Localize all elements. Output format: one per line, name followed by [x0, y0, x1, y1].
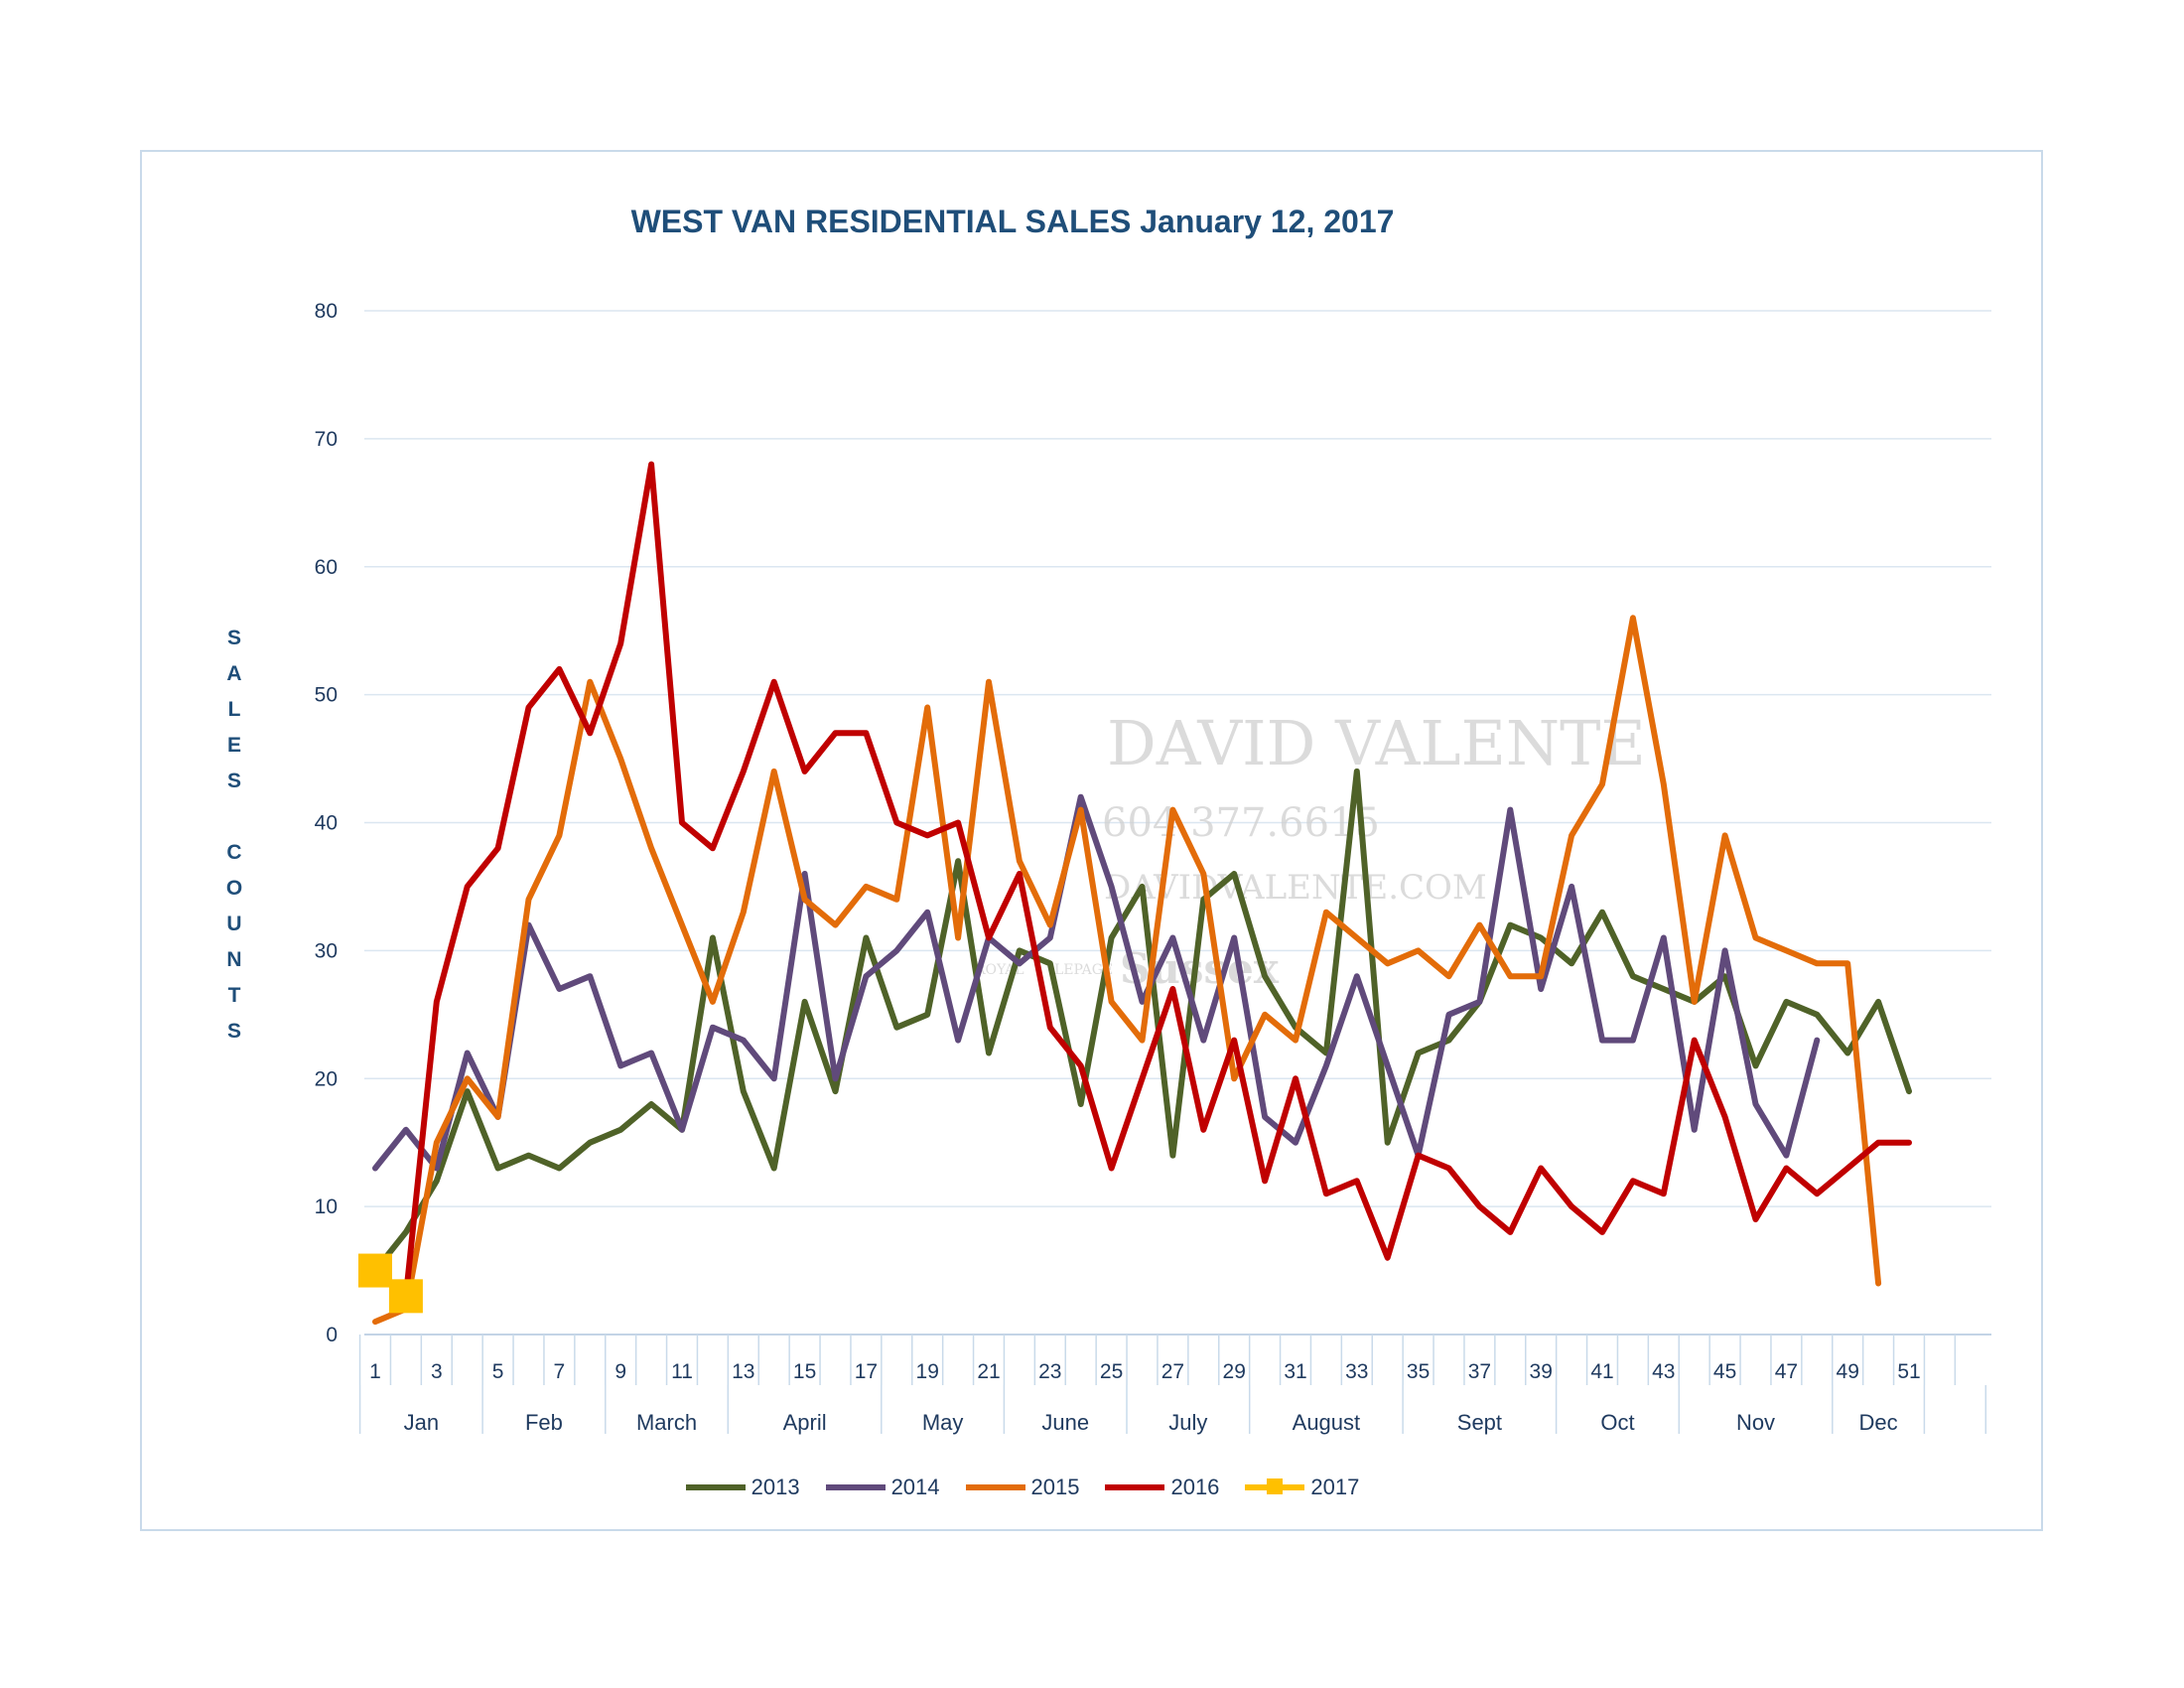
y-axis-label-char: T [227, 984, 241, 1007]
x-tick-label: 47 [1775, 1360, 1798, 1383]
legend-marker [1267, 1478, 1284, 1494]
y-axis-label-char: S [226, 770, 241, 792]
x-axis: 1 3 5 7 9 11 13 15 17 19 21 23 25 27 29 31 33 35 37 39 41 43 4… [358, 1335, 1987, 1435]
y-tick-label: 30 [315, 939, 338, 962]
y-tick-label: 20 [315, 1067, 338, 1090]
x-tick-label: 35 [1407, 1360, 1430, 1383]
x-tick-label: 51 [1897, 1360, 1920, 1383]
y-axis-label-char: S [226, 1020, 241, 1043]
month-label: April [783, 1410, 827, 1435]
y-axis-label-char: E [226, 734, 241, 757]
x-tick-label: 1 [369, 1360, 381, 1383]
y-axis-label-char: L [227, 698, 241, 721]
x-tick-label: 3 [431, 1360, 443, 1383]
watermark-brand-mid: LEPAGE [1054, 962, 1113, 978]
month-label: Nov [1736, 1410, 1775, 1435]
legend-swatch [965, 1484, 1025, 1490]
x-tick-label: 17 [855, 1360, 878, 1383]
y-axis-label-char: U [226, 913, 242, 935]
month-label: June [1041, 1410, 1089, 1435]
legend-item: 2017 [1245, 1475, 1359, 1500]
series-line-2015 [372, 615, 1882, 1326]
x-tick-label: 29 [1223, 1360, 1246, 1383]
x-tick-label: 7 [554, 1360, 566, 1383]
series-marker-2017 [358, 1253, 392, 1288]
series-lines [358, 461, 1912, 1326]
month-label: Oct [1600, 1410, 1634, 1435]
legend-item: 2015 [965, 1475, 1080, 1500]
month-label: August [1293, 1410, 1361, 1435]
legend-swatch [685, 1484, 746, 1490]
y-tick-label: 40 [315, 812, 338, 835]
month-label: Feb [525, 1410, 563, 1435]
legend-label: 2014 [890, 1475, 940, 1499]
month-label: May [922, 1410, 964, 1435]
legend-label: 2016 [1170, 1475, 1220, 1499]
x-tick-label: 15 [793, 1360, 816, 1383]
x-tick-label: 37 [1468, 1360, 1491, 1383]
x-tick-label: 41 [1590, 1360, 1613, 1383]
legend-swatch [825, 1484, 886, 1490]
x-tick-label: 9 [614, 1360, 626, 1383]
watermark: DAVID VALENTE 604.377.6615 DAVIDVALENTE.… [975, 707, 1646, 993]
gridlines: 0 10 20 30 40 50 60 70 80 [315, 300, 1991, 1346]
x-tick-label: 11 [671, 1360, 693, 1383]
month-label: Sept [1457, 1410, 1502, 1435]
x-tick-label: 13 [732, 1360, 754, 1383]
x-tick-label: 5 [492, 1360, 504, 1383]
legend: 2013 2014 2015 2016 2017 [0, 1475, 2045, 1500]
month-label: March [636, 1410, 697, 1435]
x-tick-label: 31 [1284, 1360, 1306, 1383]
y-axis-label-char: S [226, 627, 241, 649]
y-tick-label: 10 [315, 1196, 338, 1218]
y-axis-label-char: N [226, 948, 242, 971]
month-label: July [1168, 1410, 1207, 1435]
legend-swatch [1245, 1478, 1305, 1494]
chart-title: WEST VAN RESIDENTIAL SALES January 12, 2… [630, 204, 1395, 239]
legend-swatch [1105, 1484, 1165, 1490]
x-tick-label: 49 [1837, 1360, 1859, 1383]
series-line-2016 [372, 461, 1912, 1300]
series-marker-2017 [388, 1279, 423, 1314]
month-label: Dec [1859, 1410, 1898, 1435]
watermark-phone: 604.377.6615 [1102, 800, 1380, 846]
x-tick-label: 27 [1161, 1360, 1184, 1383]
y-axis-label-char: O [225, 877, 243, 900]
y-axis-label-char: A [226, 662, 242, 685]
x-tick-label: 39 [1530, 1360, 1553, 1383]
x-tick-label: 23 [1038, 1360, 1061, 1383]
x-tick-label: 33 [1345, 1360, 1368, 1383]
x-tick-label: 43 [1652, 1360, 1675, 1383]
series-line-2014 [372, 793, 1821, 1172]
legend-label: 2015 [1030, 1475, 1080, 1499]
y-tick-label: 0 [326, 1324, 338, 1346]
y-tick-label: 80 [315, 300, 338, 323]
legend-item: 2014 [825, 1475, 940, 1500]
month-label: Jan [404, 1410, 439, 1435]
y-axis-label-char: C [226, 841, 242, 864]
legend-item: 2016 [1105, 1475, 1219, 1500]
x-tick-label: 19 [916, 1360, 939, 1383]
x-tick-label: 25 [1100, 1360, 1123, 1383]
series-line-2013 [372, 768, 1912, 1274]
y-tick-label: 70 [315, 428, 338, 451]
x-tick-label: 21 [977, 1360, 1000, 1383]
legend-label: 2017 [1310, 1475, 1360, 1499]
x-tick-label: 45 [1713, 1360, 1736, 1383]
watermark-name: DAVID VALENTE [1107, 707, 1646, 779]
watermark-site: DAVIDVALENTE.COM [1104, 868, 1487, 908]
legend-item: 2013 [685, 1475, 800, 1500]
y-tick-label: 50 [315, 684, 338, 707]
y-tick-label: 60 [315, 556, 338, 579]
legend-label: 2013 [751, 1475, 800, 1499]
